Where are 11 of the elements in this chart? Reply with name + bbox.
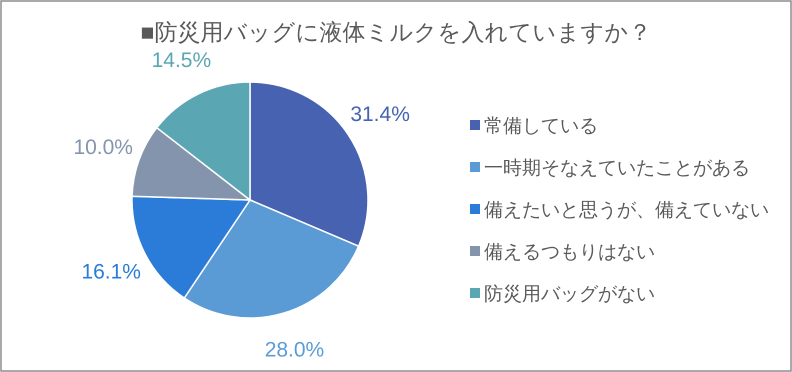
data-label: 28.0% [264,338,324,362]
data-label: 31.4% [350,102,410,126]
legend-label: 備えるつもりはない [484,242,655,263]
legend-label: 一時期そなえていたことがある [484,158,750,179]
data-label: 16.1% [81,260,141,284]
legend-label: 常備している [484,116,598,137]
legend-label: 防災用バッグがない [484,284,655,305]
legend-label: 備えたいと思うが、備えていない [484,200,769,221]
data-label: 10.0% [73,136,133,160]
data-label: 14.5% [152,48,212,72]
chart-title: ■防災用バッグに液体ミルクを入れていますか？ [140,19,652,45]
